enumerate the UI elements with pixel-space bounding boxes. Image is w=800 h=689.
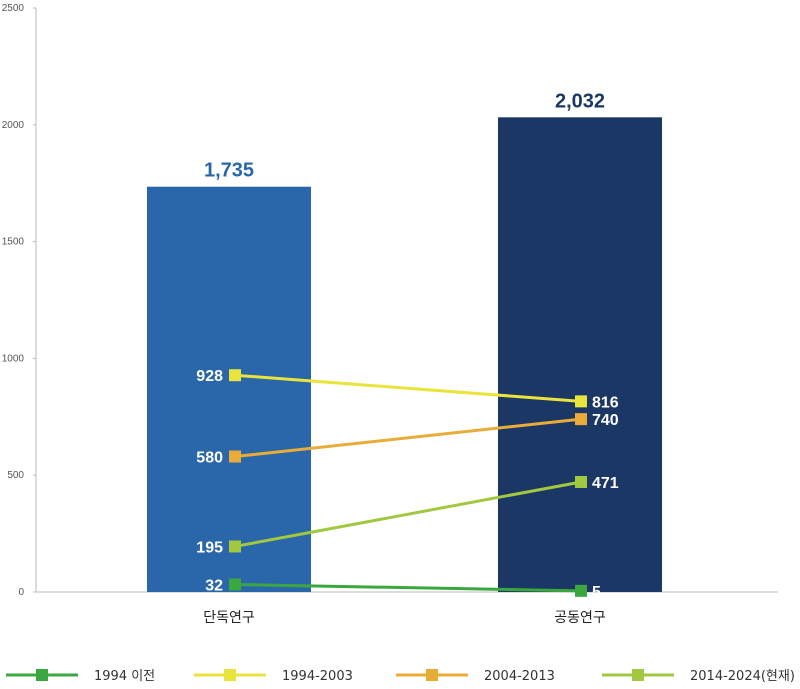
series-line — [233, 417, 583, 459]
legend-label: 2004-2013 — [484, 669, 555, 684]
series-marker — [575, 475, 587, 488]
point-value-label: 580 — [196, 450, 223, 467]
series-marker — [575, 413, 587, 426]
bar-value-label: 1,735 — [204, 160, 254, 182]
series-marker — [229, 578, 241, 591]
category-label: 공동연구 — [554, 610, 606, 626]
legend-label: 2014-2024(현재) — [690, 669, 795, 684]
series-line — [233, 373, 583, 403]
series-marker — [229, 450, 241, 463]
y-tick-label: 2500 — [2, 3, 25, 14]
legend-marker — [426, 669, 438, 681]
point-value-label: 195 — [196, 539, 223, 556]
point-value-label: 471 — [592, 475, 619, 492]
point-value-label: 5 — [592, 584, 601, 601]
series-marker — [229, 369, 241, 382]
legend-marker — [36, 669, 48, 681]
series-marker — [575, 395, 587, 408]
bar — [147, 186, 311, 593]
y-tick-label: 0 — [18, 587, 24, 598]
point-value-label: 928 — [196, 368, 223, 385]
legend-marker — [632, 669, 644, 681]
legend-label: 1994 이전 — [94, 669, 155, 684]
point-value-label: 816 — [592, 394, 619, 411]
series-marker — [229, 540, 241, 553]
series-marker — [575, 584, 587, 597]
series-line — [233, 480, 583, 548]
y-tick-label: 2000 — [2, 120, 25, 131]
bar — [498, 117, 662, 592]
y-tick-label: 1500 — [2, 237, 25, 248]
category-label: 단독연구 — [203, 610, 255, 626]
legend-marker — [224, 669, 236, 681]
series-line — [233, 583, 583, 593]
point-value-label: 32 — [205, 578, 223, 595]
y-tick-label: 500 — [7, 470, 24, 481]
point-value-label: 740 — [592, 412, 619, 429]
bar-value-label: 2,032 — [555, 90, 605, 112]
legend-label: 1994-2003 — [282, 669, 353, 684]
y-tick-label: 1000 — [2, 353, 25, 364]
